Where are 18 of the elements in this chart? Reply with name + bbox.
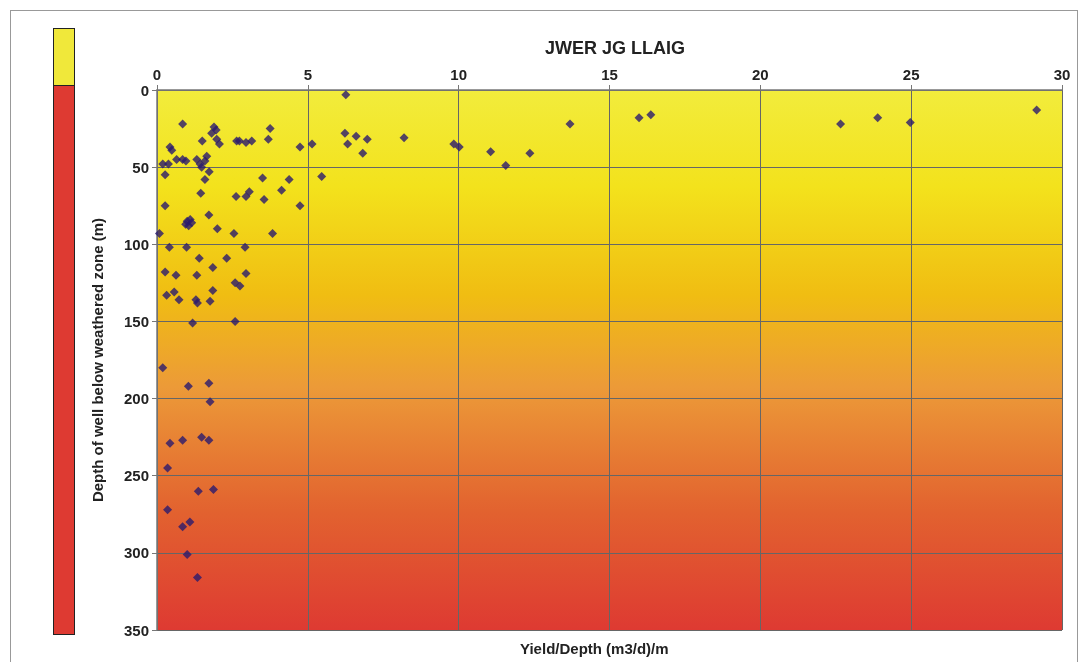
x-axis-title: Yield/Depth (m3/d)/m	[520, 640, 669, 657]
x-tick-label: 10	[450, 66, 468, 83]
y-tick-label: 300	[123, 544, 149, 562]
x-tick-label: 15	[601, 66, 618, 83]
x-tick-label: 5	[303, 66, 313, 83]
x-tick-label: 25	[902, 66, 920, 83]
y-tick-label: 250	[123, 467, 149, 485]
x-tick-label: 30	[1053, 66, 1071, 83]
x-tick-label: 0	[152, 66, 162, 83]
y-tick-label: 0	[140, 81, 149, 99]
y-tick-label: 200	[123, 390, 149, 408]
y-tick-label: 100	[123, 235, 149, 253]
x-tick-label: 20	[751, 66, 769, 83]
chart-title: JWER JG LLAIG	[544, 38, 686, 58]
y-tick-label: 350	[123, 621, 149, 639]
y-tick-label: 150	[123, 312, 149, 330]
y-tick-label: 50	[132, 158, 149, 176]
y-axis-title: Depth of well below weathered zone (m)	[89, 217, 106, 503]
